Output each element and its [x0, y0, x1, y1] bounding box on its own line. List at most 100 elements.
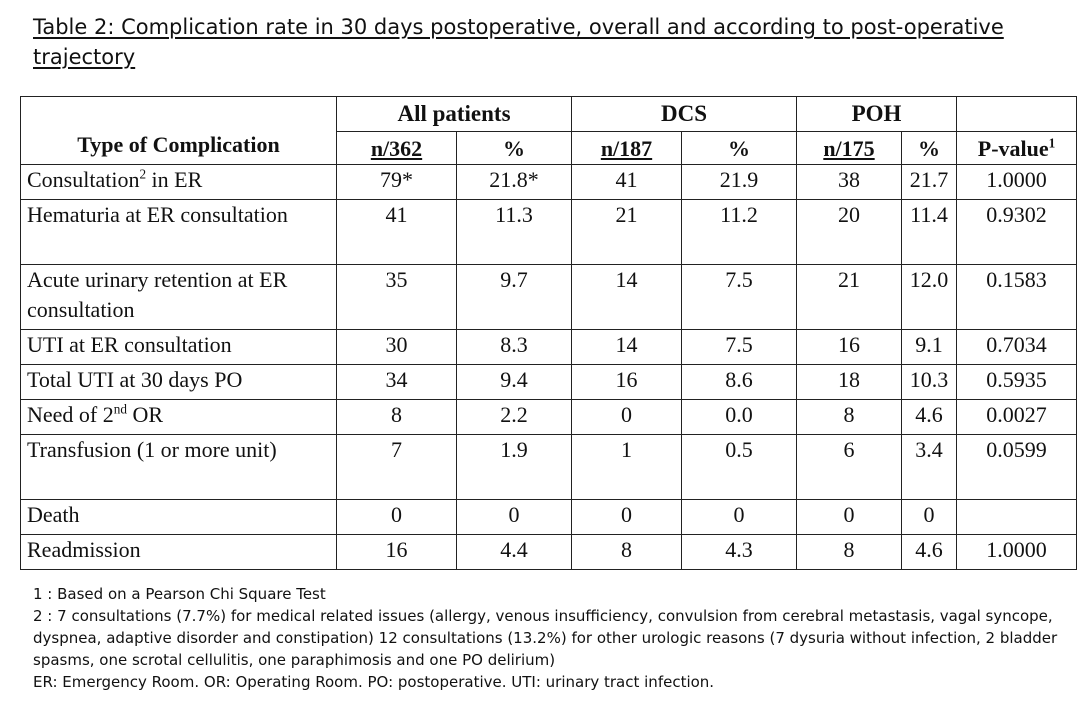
row-value: 0: [456, 499, 572, 535]
row-value: 0: [571, 399, 682, 435]
row-value: 3.4: [901, 434, 957, 500]
row-value: 30: [336, 329, 457, 365]
footnote-2: 2 : 7 consultations (7.7%) for medical r…: [33, 607, 1058, 669]
row-value: 0.1583: [956, 264, 1077, 330]
row-value: 8.3: [456, 329, 572, 365]
row-value: 0: [571, 499, 682, 535]
subheader-poh-pct: %: [901, 131, 957, 165]
row-value: 0.5: [681, 434, 797, 500]
table-row: Readmission 16 4.4 8 4.3 8 4.6 1.0000: [20, 534, 1077, 570]
row-value: 38: [796, 164, 902, 200]
row-value: 21: [796, 264, 902, 330]
row-value: 0: [681, 499, 797, 535]
subheader-all-n: n/362: [336, 131, 457, 165]
row-value: 9.1: [901, 329, 957, 365]
row-label: UTI at ER consultation: [20, 329, 337, 365]
row-value: 8: [571, 534, 682, 570]
row-value: 1.0000: [956, 164, 1077, 200]
subheader-all-pct: %: [456, 131, 572, 165]
row-value: 41: [336, 199, 457, 265]
sub-header-row: n/362 % n/187 % n/175 % P-value1: [21, 131, 1077, 165]
row-value: 4.6: [901, 399, 957, 435]
row-value: 2.2: [456, 399, 572, 435]
group-poh: POH: [796, 96, 957, 132]
row-label: Total UTI at 30 days PO: [20, 364, 337, 400]
group-header-row: Type of Complication All patients DCS PO…: [20, 96, 1077, 165]
row-value: 0.0599: [956, 434, 1077, 500]
row-value: 7.5: [681, 264, 797, 330]
table-row: Death 0 0 0 0 0 0: [20, 499, 1077, 535]
row-value: 9.4: [456, 364, 572, 400]
row-label: Consultation2 in ER: [20, 164, 337, 200]
pvalue-sup: 1: [1048, 135, 1056, 151]
complication-table: Type of Complication All patients DCS PO…: [20, 96, 1077, 570]
table-caption: Table 2: Complication rate in 30 days po…: [33, 15, 1004, 69]
footnotes: 1 : Based on a Pearson Chi Square Test 2…: [33, 583, 1073, 693]
group-all-patients: All patients: [336, 96, 572, 132]
table-row: Hematuria at ER consultation 41 11.3 21 11.2…: [20, 199, 1077, 265]
row-value: 11.2: [681, 199, 797, 265]
row-value: 8: [336, 399, 457, 435]
table-row: UTI at ER consultation 30 8.3 14 7.5 16 9.1 0.7…: [20, 329, 1077, 365]
table-row: Total UTI at 30 days PO 34 9.4 16 8.6 18 10.3 0…: [20, 364, 1077, 400]
row-value: 0.0: [681, 399, 797, 435]
row-label: Acute urinary retention at ER consultati…: [20, 264, 337, 330]
subheader-poh-n: n/175: [796, 131, 902, 165]
subheader-dcs-pct: %: [681, 131, 797, 165]
row-value: 35: [336, 264, 457, 330]
row-value: 1.0000: [956, 534, 1077, 570]
row-label: Need of 2nd OR: [20, 399, 337, 435]
row-value: 16: [796, 329, 902, 365]
row-value: 21.9: [681, 164, 797, 200]
row-value: 14: [571, 264, 682, 330]
row-value: 21.7: [901, 164, 957, 200]
row-value: 0.7034: [956, 329, 1077, 365]
empty-header-cell: [956, 96, 1077, 132]
row-value: 0.0027: [956, 399, 1077, 435]
row-value: 0.5935: [956, 364, 1077, 400]
row-value: 1: [571, 434, 682, 500]
row-value: 6: [796, 434, 902, 500]
row-value: 4.6: [901, 534, 957, 570]
row-value: 7: [336, 434, 457, 500]
row-value: 21.8*: [456, 164, 572, 200]
row-value: 34: [336, 364, 457, 400]
row-value: 1.9: [456, 434, 572, 500]
row-value: 16: [336, 534, 457, 570]
table-row: Acute urinary retention at ER consultati…: [20, 264, 1077, 330]
table-row: Transfusion (1 or more unit) 7 1.9 1 0.5 6 3.4…: [20, 434, 1077, 500]
row-value: 8: [796, 399, 902, 435]
row-value: 18: [796, 364, 902, 400]
row-value: 10.3: [901, 364, 957, 400]
row-value: 21: [571, 199, 682, 265]
row-value: 9.7: [456, 264, 572, 330]
row-value: 20: [796, 199, 902, 265]
row-value: 0.9302: [956, 199, 1077, 265]
footnote-1: 1 : Based on a Pearson Chi Square Test: [33, 585, 326, 603]
row-label: Hematuria at ER consultation: [20, 199, 337, 265]
footnote-abbreviations: ER: Emergency Room. OR: Operating Room. …: [33, 673, 715, 691]
row-value: 8: [796, 534, 902, 570]
row-value: 11.3: [456, 199, 572, 265]
row-value: 0: [901, 499, 957, 535]
row-label: Readmission: [20, 534, 337, 570]
group-dcs: DCS: [571, 96, 797, 132]
row-value: 7.5: [681, 329, 797, 365]
row-value: 41: [571, 164, 682, 200]
row-value: 4.4: [456, 534, 572, 570]
row-value: 12.0: [901, 264, 957, 330]
table-body: Consultation2 in ER 79* 21.8* 41 21.9 38 21.7 1…: [20, 164, 1077, 570]
row-value: 0: [336, 499, 457, 535]
row-value: 0: [796, 499, 902, 535]
row-value: 14: [571, 329, 682, 365]
row-value: [956, 499, 1077, 535]
type-of-complication-header: Type of Complication: [20, 96, 337, 165]
subheader-pvalue: P-value1: [956, 131, 1077, 165]
row-label: Transfusion (1 or more unit): [20, 434, 337, 500]
row-value: 8.6: [681, 364, 797, 400]
row-value: 11.4: [901, 199, 957, 265]
row-value: 4.3: [681, 534, 797, 570]
table-row: Consultation2 in ER 79* 21.8* 41 21.9 38 21.7 1…: [20, 164, 1077, 200]
subheader-dcs-n: n/187: [571, 131, 682, 165]
pvalue-label: P-value: [977, 136, 1049, 161]
